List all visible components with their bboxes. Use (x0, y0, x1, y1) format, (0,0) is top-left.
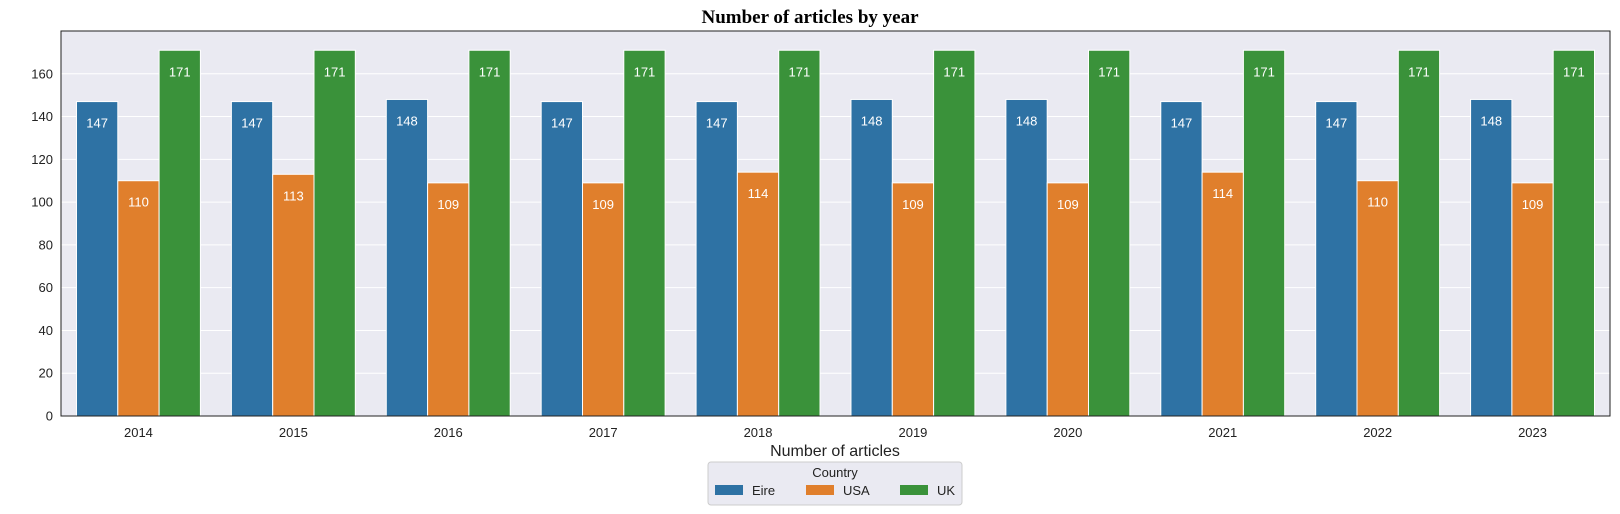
bar-eire-2016 (385, 98, 429, 417)
plot-frame (60, 30, 1611, 417)
bar-value-label: 171 (169, 64, 191, 79)
x-tick-label: 2019 (898, 425, 927, 440)
bar-uk-2014 (158, 49, 201, 417)
bar-value-label: 147 (551, 116, 573, 131)
bars: 147 110 171 147 113 171 148 109 171 147 109 171 147 1… (75, 49, 1596, 417)
bar-value-label: 147 (86, 116, 108, 131)
legend-swatch-usa (806, 485, 834, 495)
bar-usa-2018 (736, 171, 780, 417)
bar-value-label: 171 (789, 64, 811, 79)
bar-value-label: 147 (1171, 116, 1193, 131)
x-axis-ticks: 2014 2015 2016 2017 2018 2019 2020 2021 2022 2023 (124, 425, 1547, 440)
bar-value-label: 148 (861, 113, 883, 128)
bar-usa-2022 (1356, 180, 1399, 417)
legend-box (707, 461, 963, 506)
legend: Country Eire USA UK (707, 461, 963, 506)
bar-uk-2017 (623, 49, 666, 417)
bar-value-label: 113 (283, 188, 304, 203)
legend-swatch-eire (715, 485, 743, 495)
bar-value-label: 114 (1212, 186, 1233, 201)
bar-value-label: 171 (324, 64, 346, 79)
y-tick-label: 80 (39, 237, 53, 252)
x-tick-label: 2016 (434, 425, 463, 440)
x-axis-label: Number of articles (770, 443, 900, 460)
legend-label-eire: Eire (752, 483, 775, 498)
bar-value-label: 171 (1098, 64, 1120, 79)
y-tick-label: 120 (31, 152, 53, 167)
bar-value-label: 109 (902, 197, 924, 212)
bar-value-label: 171 (1253, 64, 1275, 79)
chart-title: Number of articles by year (701, 7, 919, 28)
bar-eire-2018 (695, 101, 738, 417)
bar-usa-2016 (427, 182, 470, 417)
bar-uk-2023 (1552, 49, 1596, 417)
bar-eire-2023 (1470, 98, 1513, 417)
bar-eire-2019 (850, 98, 893, 417)
bar-uk-2020 (1088, 49, 1131, 417)
x-tick-label: 2021 (1208, 425, 1237, 440)
y-tick-label: 160 (31, 66, 53, 81)
bar-value-label: 109 (1522, 197, 1544, 212)
bar-value-label: 171 (1563, 64, 1585, 79)
bar-value-label: 171 (634, 64, 656, 79)
bar-value-label: 148 (1480, 113, 1502, 128)
x-tick-label: 2020 (1053, 425, 1082, 440)
legend-label-usa: USA (843, 483, 870, 498)
bar-usa-2014 (117, 180, 160, 417)
bar-value-label: 109 (437, 197, 459, 212)
y-tick-label: 40 (39, 323, 53, 338)
y-tick-label: 100 (31, 195, 53, 210)
bar-usa-2019 (891, 182, 935, 417)
bar-value-label: 110 (1367, 195, 1388, 210)
y-tick-label: 60 (39, 280, 53, 295)
bar-eire-2014 (75, 101, 119, 417)
bar-value-label: 109 (592, 197, 614, 212)
legend-swatch-uk (900, 485, 928, 495)
bar-value-label: 147 (1325, 116, 1347, 131)
bar-eire-2017 (540, 101, 583, 417)
bar-value-label: 148 (1016, 113, 1038, 128)
bar-value-label: 147 (706, 116, 728, 131)
bar-uk-2022 (1397, 49, 1441, 417)
bar-value-label: 148 (396, 113, 418, 128)
bar-value-label: 110 (128, 195, 149, 210)
bar-value-label: 114 (748, 186, 769, 201)
y-tick-label: 140 (31, 109, 53, 124)
x-tick-label: 2018 (744, 425, 773, 440)
x-tick-label: 2015 (279, 425, 308, 440)
bar-eire-2015 (230, 101, 274, 417)
x-tick-label: 2017 (589, 425, 618, 440)
bar-usa-2017 (581, 182, 625, 417)
bar-value-label: 171 (943, 64, 965, 79)
x-tick-label: 2023 (1518, 425, 1547, 440)
x-tick-label: 2014 (124, 425, 153, 440)
y-tick-label: 0 (46, 409, 53, 424)
bar-usa-2020 (1046, 182, 1090, 417)
bar-eire-2021 (1160, 101, 1203, 417)
bar-usa-2023 (1511, 182, 1554, 417)
bar-eire-2022 (1315, 101, 1358, 417)
legend-title: Country (812, 465, 858, 480)
bar-value-label: 109 (1057, 197, 1079, 212)
bar-uk-2018 (778, 49, 821, 417)
x-tick-label: 2022 (1363, 425, 1392, 440)
bar-value-label: 171 (479, 64, 501, 79)
y-axis-ticks: 0 20 40 60 80 100 120 140 160 (31, 66, 53, 423)
bar-uk-2015 (313, 49, 356, 417)
bar-uk-2019 (933, 49, 976, 417)
bar-eire-2020 (1005, 98, 1048, 417)
y-tick-label: 20 (39, 366, 53, 381)
bar-value-label: 147 (241, 116, 263, 131)
bar-usa-2021 (1201, 171, 1244, 417)
bar-usa-2015 (272, 173, 315, 417)
legend-label-uk: UK (937, 483, 955, 498)
bar-uk-2016 (468, 49, 511, 417)
bar-uk-2021 (1242, 49, 1286, 417)
bar-value-label: 171 (1408, 64, 1430, 79)
